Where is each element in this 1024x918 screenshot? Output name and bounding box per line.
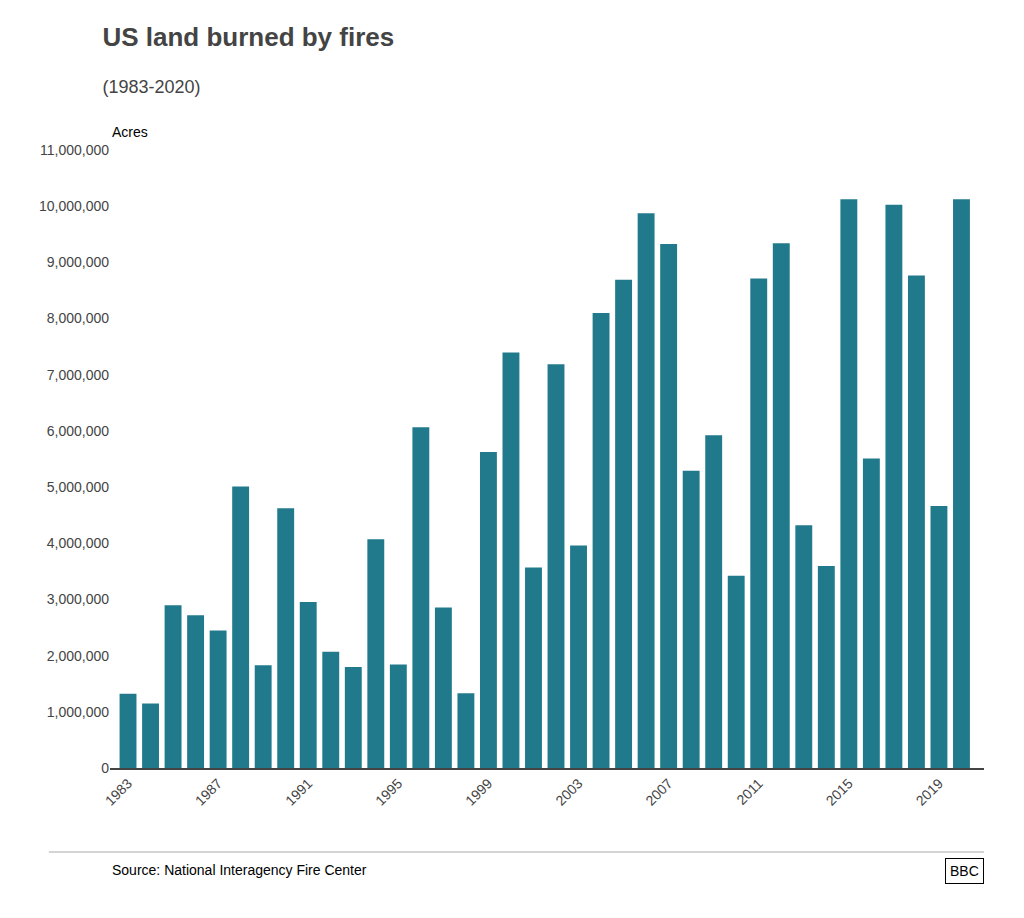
svg-text:1991: 1991 [282, 775, 315, 808]
svg-text:4,000,000: 4,000,000 [47, 535, 109, 551]
svg-text:2,000,000: 2,000,000 [47, 648, 109, 664]
svg-text:1983: 1983 [102, 775, 135, 808]
svg-text:0: 0 [101, 760, 109, 776]
svg-text:2003: 2003 [552, 775, 585, 808]
svg-text:Acres: Acres [112, 124, 148, 140]
svg-text:1995: 1995 [372, 775, 405, 808]
svg-text:6,000,000: 6,000,000 [47, 423, 109, 439]
svg-text:3,000,000: 3,000,000 [47, 591, 109, 607]
svg-text:US land burned by fires: US land burned by fires [102, 22, 394, 52]
svg-text:Source: National Interagency F: Source: National Interagency Fire Center [112, 862, 367, 878]
svg-text:1999: 1999 [462, 775, 495, 808]
svg-text:2011: 2011 [733, 775, 766, 808]
svg-text:11,000,000: 11,000,000 [40, 142, 109, 158]
svg-text:1,000,000: 1,000,000 [47, 704, 109, 720]
svg-text:2015: 2015 [823, 775, 856, 808]
svg-text:7,000,000: 7,000,000 [47, 367, 109, 383]
svg-text:2007: 2007 [642, 775, 675, 808]
svg-text:(1983-2020): (1983-2020) [102, 77, 200, 97]
svg-text:8,000,000: 8,000,000 [47, 310, 109, 326]
svg-text:2019: 2019 [913, 775, 946, 808]
svg-text:1987: 1987 [192, 775, 225, 808]
svg-text:10,000,000: 10,000,000 [39, 198, 109, 214]
svg-text:9,000,000: 9,000,000 [47, 254, 109, 270]
svg-text:BBC: BBC [950, 863, 979, 879]
svg-text:5,000,000: 5,000,000 [47, 479, 109, 495]
